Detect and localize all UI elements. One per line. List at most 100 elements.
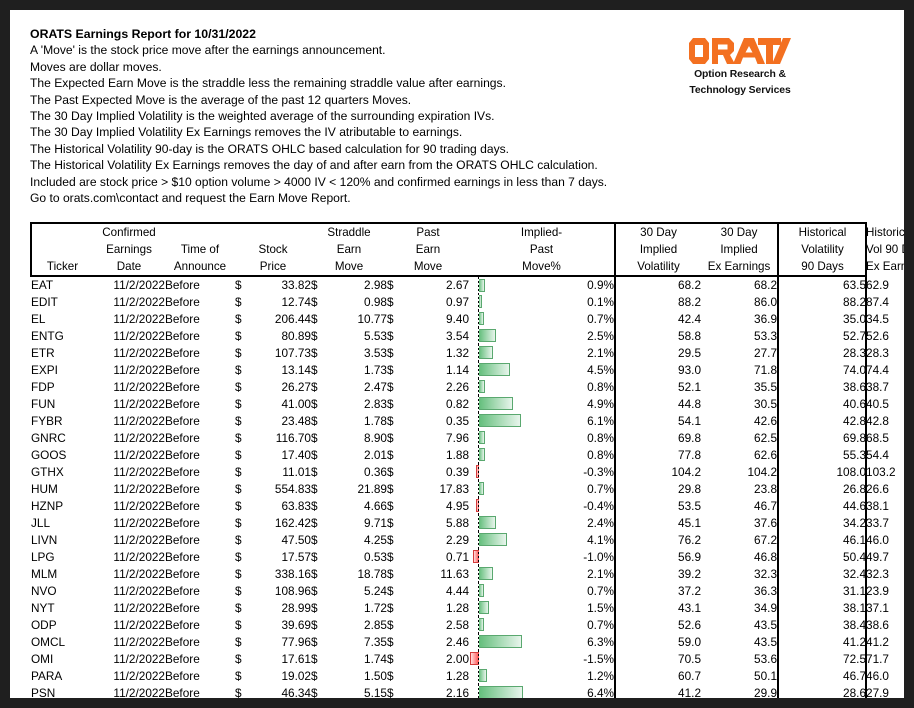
cell-hv90: 41.2 bbox=[777, 633, 867, 650]
cell-implied-past-move-pct: 6.3% bbox=[587, 634, 615, 649]
cell-time-of-announce: Before bbox=[165, 634, 200, 649]
cell-past-earn-move: 4.44 bbox=[446, 583, 470, 598]
cell-implied-past-move-pct: 4.5% bbox=[587, 362, 615, 377]
cell-iv30-ex-earnings: 43.5 bbox=[754, 617, 778, 632]
earnings-table-head: Confirmed Straddle Past Implied- 30 Day 30 Da… bbox=[30, 222, 904, 277]
currency-symbol: $ bbox=[235, 532, 242, 547]
table-row: LIVN 11/2/2022 Before $47.50 $4.25 $2.29 4.1% 7… bbox=[31, 531, 889, 548]
report-note-line: The 30 Day Implied Volatility Ex Earning… bbox=[30, 125, 463, 140]
column-header-3 bbox=[235, 222, 311, 241]
table-row: ODP 11/2/2022 Before $39.69 $2.85 $2.58 0.7% 52… bbox=[31, 616, 889, 633]
cell-hv90: 72.5 bbox=[777, 650, 867, 667]
cell-past-earn-move: 1.14 bbox=[446, 362, 470, 377]
implied-past-move-databar bbox=[469, 582, 535, 599]
databar-fill-positive bbox=[479, 431, 485, 444]
cell-implied-past-move-pct: 0.7% bbox=[587, 481, 615, 496]
cell-hv90: 32.4 bbox=[777, 565, 867, 582]
table-row: FDP 11/2/2022 Before $26.27 $2.47 $2.26 0.8% 52… bbox=[31, 378, 889, 395]
databar-fill-positive bbox=[479, 584, 484, 597]
table-row: EXPI 11/2/2022 Before $13.14 $1.73 $1.14 4.5% 9… bbox=[31, 361, 889, 378]
cell-earnings-date: 11/2/2022 bbox=[113, 600, 165, 615]
currency-symbol: $ bbox=[235, 685, 242, 698]
column-header-6: Past bbox=[529, 243, 554, 256]
column-header-3: Price bbox=[235, 258, 311, 277]
currency-symbol: $ bbox=[311, 328, 318, 343]
cell-hv90: 42.8 bbox=[777, 412, 867, 429]
cell-time-of-announce: Before bbox=[165, 668, 200, 683]
report-note-line: The Past Expected Move is the average of… bbox=[30, 92, 412, 107]
implied-past-move-databar bbox=[469, 548, 535, 565]
cell-hv90: 74.0 bbox=[777, 361, 867, 378]
cell-past-earn-move: 17.83 bbox=[439, 481, 470, 496]
cell-iv30-ex-earnings: 50.1 bbox=[754, 668, 778, 683]
column-header-4: Straddle bbox=[311, 222, 387, 241]
currency-symbol: $ bbox=[311, 651, 318, 666]
cell-implied-past-move-pct: 0.8% bbox=[587, 379, 615, 394]
databar-axis bbox=[478, 344, 480, 361]
databar-fill-positive bbox=[479, 448, 485, 461]
cell-iv30: 68.2 bbox=[614, 276, 702, 293]
cell-iv30: 52.1 bbox=[614, 378, 702, 395]
cell-time-of-announce: Before bbox=[165, 600, 200, 615]
cell-stock-price: 107.73 bbox=[274, 345, 311, 360]
databar-axis bbox=[478, 378, 480, 395]
cell-ticker: LIVN bbox=[31, 532, 58, 547]
cell-stock-price: 80.89 bbox=[281, 328, 311, 343]
cell-iv30: 29.8 bbox=[614, 480, 702, 497]
report-note-line: The 30 Day Implied Volatility is the wei… bbox=[30, 109, 495, 124]
cell-time-of-announce: Before bbox=[165, 685, 200, 698]
report-note-line: The Historical Volatility 90-day is the … bbox=[30, 141, 510, 156]
cell-straddle-earn-move: 1.72 bbox=[364, 600, 387, 615]
cell-earnings-date: 11/2/2022 bbox=[113, 311, 165, 326]
cell-hv90: 38.1 bbox=[777, 599, 867, 616]
cell-stock-price: 33.82 bbox=[281, 277, 311, 292]
implied-past-move-databar bbox=[469, 463, 535, 480]
cell-ticker: EL bbox=[31, 311, 46, 326]
cell-straddle-earn-move: 1.73 bbox=[364, 362, 387, 377]
implied-past-move-databar bbox=[469, 480, 535, 497]
table-row: PARA 11/2/2022 Before $19.02 $1.50 $1.28 1.2% 6… bbox=[31, 667, 889, 684]
implied-past-move-databar bbox=[469, 497, 535, 514]
currency-symbol: $ bbox=[311, 379, 318, 394]
databar-fill-negative bbox=[476, 465, 480, 478]
cell-time-of-announce: Before bbox=[165, 328, 200, 343]
cell-iv30: 39.2 bbox=[614, 565, 702, 582]
currency-symbol: $ bbox=[387, 549, 394, 564]
cell-hv90: 55.3 bbox=[777, 446, 867, 463]
currency-symbol: $ bbox=[235, 498, 242, 513]
table-row: PSN 11/2/2022 Before $46.34 $5.15 $2.16 6.4% 41… bbox=[31, 684, 889, 698]
column-header-9: Volatility bbox=[777, 241, 867, 258]
cell-straddle-earn-move: 1.50 bbox=[364, 668, 387, 683]
column-header-4: Move bbox=[311, 258, 387, 277]
cell-hv90: 34.2 bbox=[777, 514, 867, 531]
cell-implied-past-move-pct: -0.3% bbox=[583, 464, 615, 479]
currency-symbol: $ bbox=[387, 566, 394, 581]
cell-hv90: 31.1 bbox=[777, 582, 867, 599]
databar-fill-positive bbox=[479, 482, 484, 495]
table-row: EDIT 11/2/2022 Before $12.74 $0.98 $0.97 0.1% 8… bbox=[31, 293, 889, 310]
cell-earnings-date: 11/2/2022 bbox=[113, 464, 165, 479]
cell-iv30: 69.8 bbox=[614, 429, 702, 446]
cell-past-earn-move: 1.28 bbox=[446, 600, 470, 615]
orats-logo: Option Research & Technology Services bbox=[670, 36, 810, 97]
table-row: NVO 11/2/2022 Before $108.96 $5.24 $4.44 0.7% 3… bbox=[31, 582, 889, 599]
cell-iv30: 60.7 bbox=[614, 667, 702, 684]
report-notes: A 'Move' is the stock price move after t… bbox=[30, 42, 650, 206]
databar-fill-positive bbox=[479, 516, 496, 529]
column-header-7: 30 Day bbox=[614, 222, 702, 241]
implied-past-move-databar bbox=[469, 684, 535, 698]
cell-stock-price: 41.00 bbox=[281, 396, 311, 411]
currency-symbol: $ bbox=[387, 532, 394, 547]
earnings-table-body: EAT 11/2/2022 Before $33.82 $2.98 $2.67 0.9% 68… bbox=[31, 276, 896, 698]
report-note-line: Go to orats.com\contact and request the … bbox=[30, 191, 351, 206]
databar-fill-positive bbox=[479, 635, 523, 648]
cell-iv30-ex-earnings: 34.9 bbox=[754, 600, 778, 615]
table-row: EL 11/2/2022 Before $206.44 $10.77 $9.40 0.7% 4… bbox=[31, 310, 889, 327]
databar-fill-negative bbox=[470, 652, 480, 665]
cell-ticker: GNRC bbox=[31, 430, 66, 445]
currency-symbol: $ bbox=[387, 634, 394, 649]
databar-axis bbox=[478, 480, 480, 497]
cell-hv90: 50.4 bbox=[777, 548, 867, 565]
cell-hv90: 38.6 bbox=[777, 378, 867, 395]
table-row: ENTG 11/2/2022 Before $80.89 $5.53 $3.54 2.5% 5… bbox=[31, 327, 889, 344]
